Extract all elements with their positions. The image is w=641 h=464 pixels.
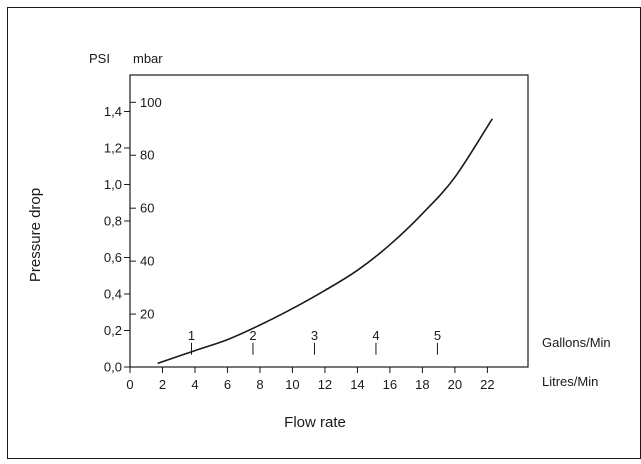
y-tick-label: 1,2 — [104, 141, 122, 156]
gallon-tick-label: 4 — [372, 328, 379, 343]
y-tick-label: 1,4 — [104, 104, 122, 119]
gallon-tick-label: 3 — [311, 328, 318, 343]
mbar-tick-label: 40 — [140, 254, 154, 269]
chart-marks: 0 2 4 6 8 10 12 14 16 18 20 220,00,20,40,60,81,01,2… — [104, 95, 495, 392]
y-tick-label: 0,4 — [104, 287, 122, 302]
y-axis-title: Pressure drop — [27, 188, 44, 282]
plot-frame — [129, 74, 529, 368]
mbar-tick-label: 60 — [140, 201, 154, 216]
y-tick-label: 0,2 — [104, 323, 122, 338]
x-tick-label: 12 — [318, 377, 332, 392]
y-tick-label: 1,0 — [104, 177, 122, 192]
x-tick-label: 18 — [415, 377, 429, 392]
gallon-tick-label: 2 — [249, 328, 256, 343]
y-tick-label: 0,0 — [104, 360, 122, 375]
gallon-tick-label: 5 — [434, 328, 441, 343]
y-left-unit-label: PSI — [89, 51, 110, 66]
gallon-tick-label: 1 — [188, 328, 195, 343]
x-tick-label: 10 — [285, 377, 299, 392]
y-right-unit-label: mbar — [133, 51, 163, 66]
x-tick-label: 2 — [159, 377, 166, 392]
x-tick-label: 6 — [224, 377, 231, 392]
mbar-tick-label: 20 — [140, 307, 154, 322]
x-tick-label: 16 — [383, 377, 397, 392]
pressure-drop-curve — [157, 118, 493, 365]
y-tick-label: 0,8 — [104, 214, 122, 229]
x-tick-label: 20 — [448, 377, 462, 392]
x-tick-label: 8 — [256, 377, 263, 392]
x-bottom-unit-label: Litres/Min — [542, 374, 598, 389]
mbar-tick-label: 100 — [140, 95, 162, 110]
x-tick-label: 14 — [350, 377, 364, 392]
x-tick-label: 0 — [126, 377, 133, 392]
x-tick-label: 22 — [480, 377, 494, 392]
x-tick-label: 4 — [191, 377, 198, 392]
x-top-unit-label: Gallons/Min — [542, 335, 611, 350]
y-tick-label: 0,6 — [104, 250, 122, 265]
mbar-tick-label: 80 — [140, 148, 154, 163]
x-axis-title: Flow rate — [284, 414, 346, 431]
